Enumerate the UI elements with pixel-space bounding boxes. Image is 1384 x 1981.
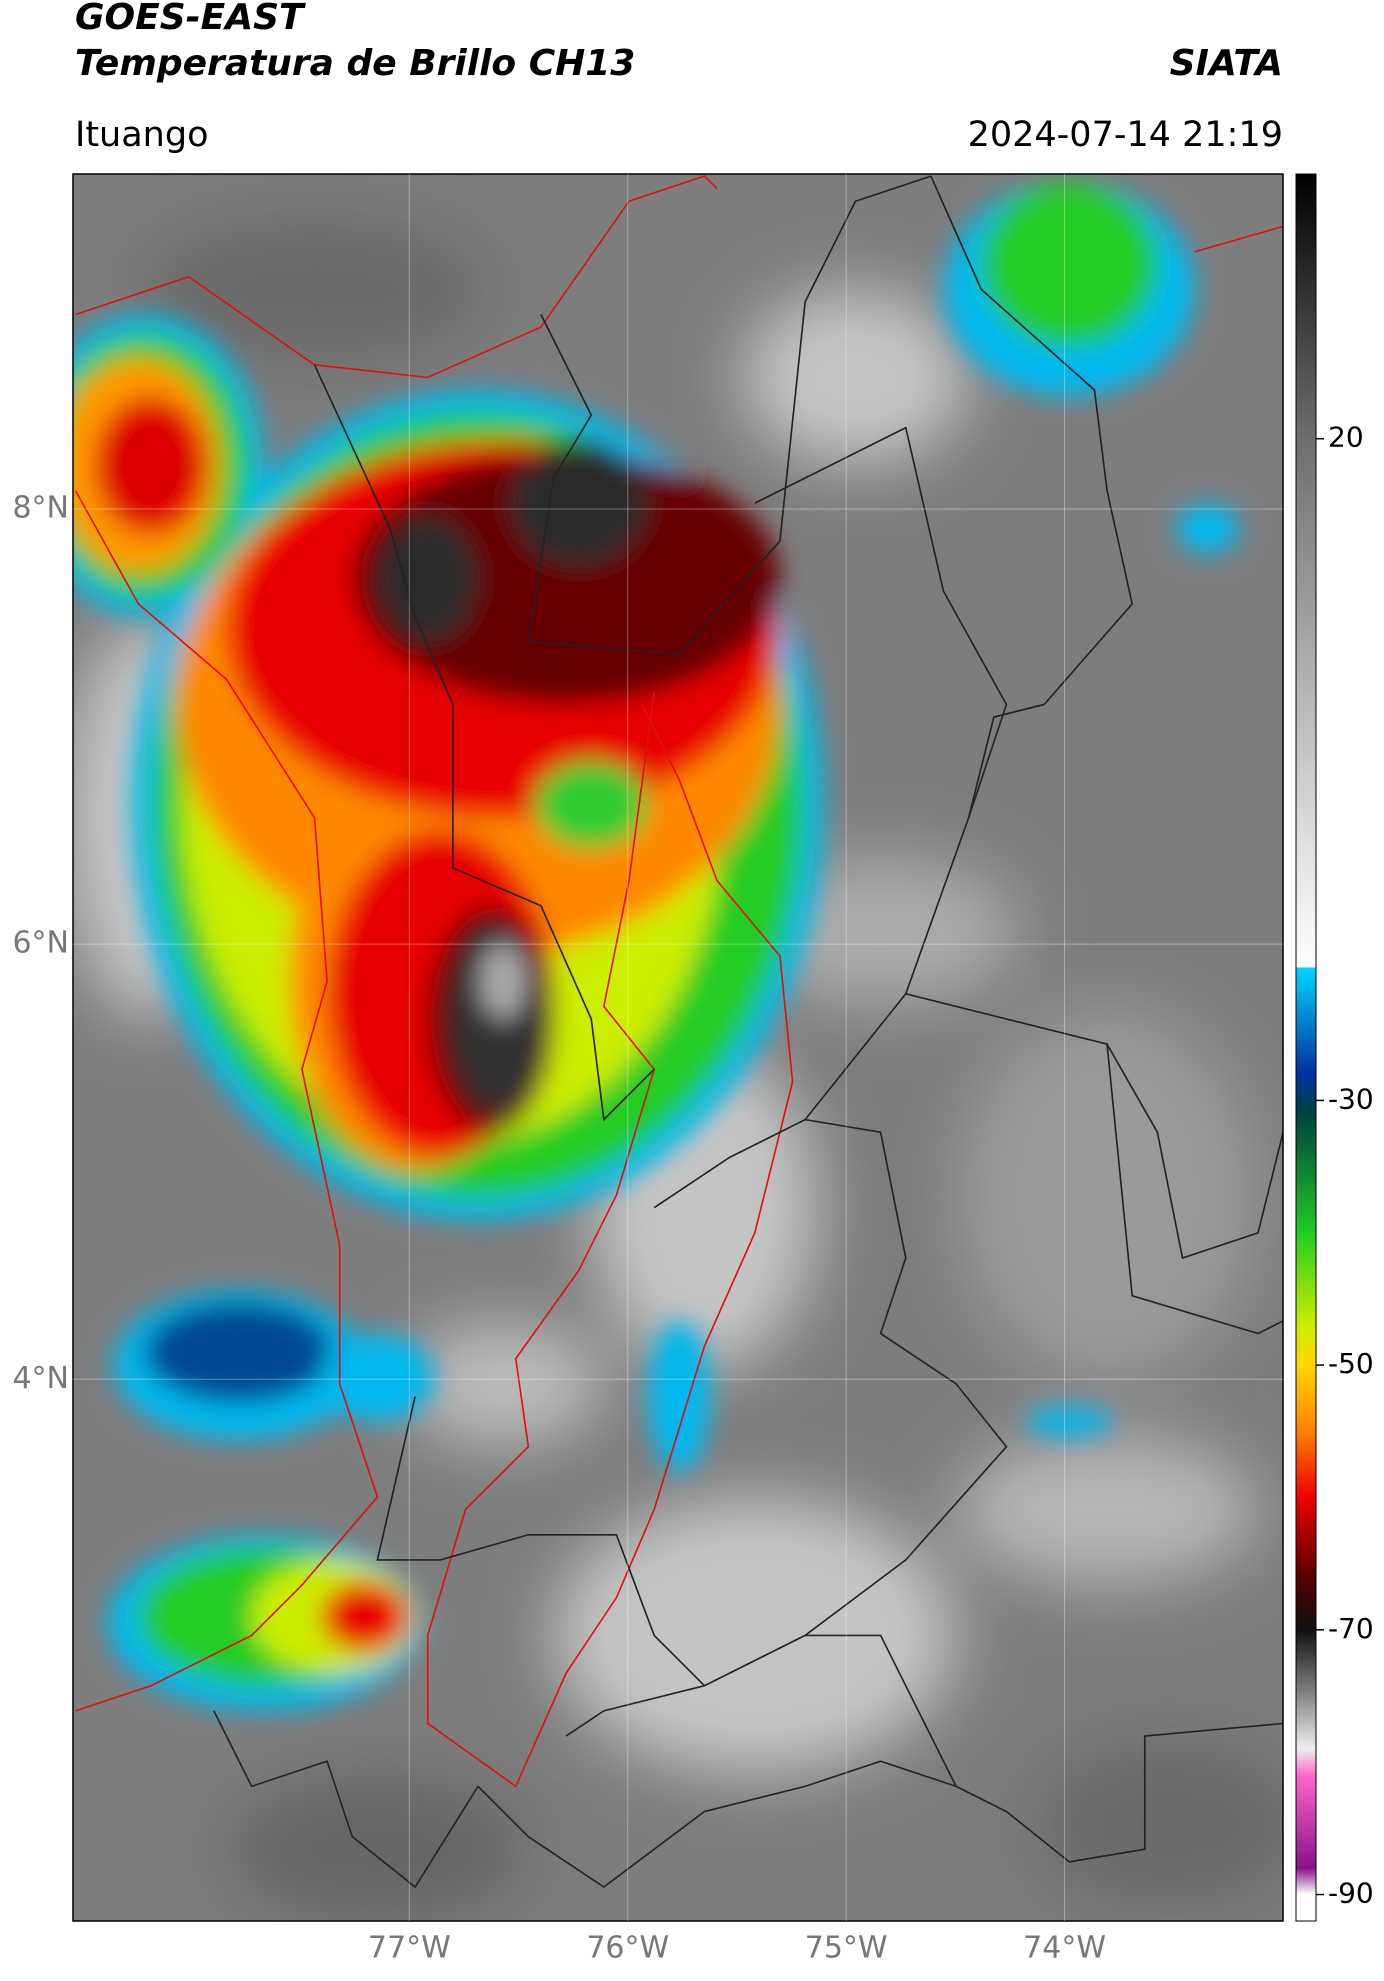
map-frame [72,173,1284,1922]
colorbar-tick-label: -30 [1328,1082,1374,1115]
x-tick-label: 75°W [805,1931,888,1966]
location: Ituango [75,115,209,155]
title: GOES-EAST [75,0,306,38]
datetime: 2024-07-14 21:19 [968,115,1283,155]
x-tick-label: 74°W [1023,1931,1106,1966]
x-tick-label: 77°W [368,1931,451,1966]
x-tick-label: 76°W [586,1931,669,1966]
colorbar-tick-label: -50 [1328,1347,1374,1380]
y-tick-label: 4°N [12,1361,69,1396]
y-tick-label: 6°N [12,926,69,961]
colorbar-tick-label: 20 [1328,421,1364,454]
colorbar-tick-label: -70 [1328,1612,1374,1645]
y-tick-label: 8°N [12,491,69,526]
satellite-image [73,174,1283,1921]
colorbar [1295,173,1317,1922]
source: SIATA [1170,43,1283,84]
subtitle: Temperatura de Brillo CH13 [75,43,635,84]
colorbar-tick-label: -90 [1328,1877,1374,1910]
